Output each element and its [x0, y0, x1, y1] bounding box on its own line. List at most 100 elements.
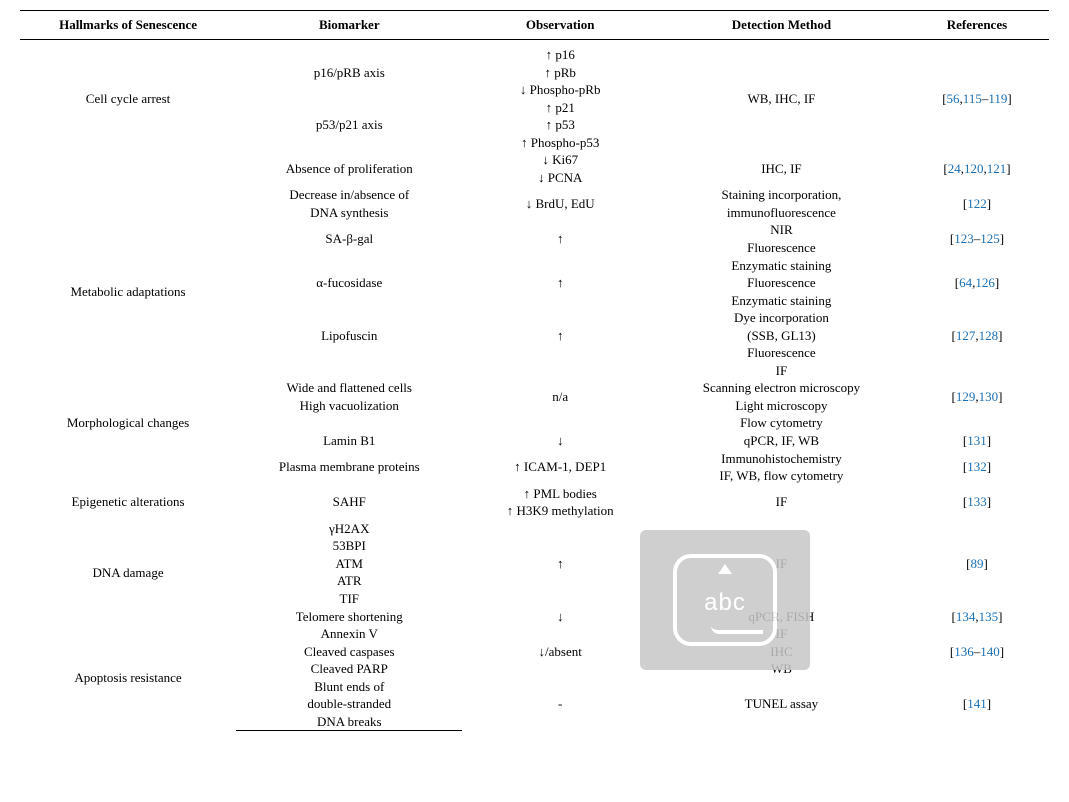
hallmark-morph: Morphological changes: [20, 362, 236, 485]
hallmark-apoptosis: Apoptosis resistance: [20, 625, 236, 731]
table-row: Morphological changes Wide and flattened…: [20, 362, 1049, 397]
biomarker: α-fucosidase: [236, 257, 462, 310]
ref-link[interactable]: 126: [975, 275, 995, 290]
ref-link[interactable]: 133: [967, 494, 987, 509]
ref-link[interactable]: 121: [987, 161, 1007, 176]
observation: ↓ BrdU, EdU: [462, 186, 658, 221]
biomarker: Plasma membrane proteins: [236, 450, 462, 485]
observation: ↓ Phospho-pRb: [462, 81, 658, 99]
observation: ↑ pRb: [462, 64, 658, 82]
observation: ↑ p16: [462, 46, 658, 64]
biomarker: ATM: [236, 555, 462, 573]
references: [141]: [905, 678, 1049, 731]
observation: n/a: [462, 362, 658, 432]
ref-link[interactable]: 128: [979, 328, 999, 343]
detection: Enzymatic staining: [658, 257, 905, 275]
references: [122]: [905, 186, 1049, 221]
ref-link[interactable]: 140: [980, 644, 1000, 659]
references: [136–140]: [905, 625, 1049, 678]
detection: Fluorescence: [658, 344, 905, 362]
observation: ↑ ICAM-1, DEP1: [462, 450, 658, 485]
biomarker: Telomere shortening: [236, 608, 462, 626]
detection: qPCR, FISH: [658, 608, 905, 626]
biomarker: DNA synthesis: [236, 204, 462, 222]
biomarker: Absence of proliferation: [236, 151, 462, 186]
biomarker: γH2AX: [236, 520, 462, 538]
detection: (SSB, GL13): [658, 327, 905, 345]
references: [133]: [905, 485, 1049, 520]
detection: WB: [658, 660, 905, 678]
ref-link[interactable]: 131: [967, 433, 987, 448]
detection: immunofluorescence: [658, 204, 905, 222]
ref-link[interactable]: 134: [956, 609, 976, 624]
biomarker: Lipofuscin: [236, 309, 462, 362]
references: [131]: [905, 432, 1049, 450]
ref-link[interactable]: 119: [988, 91, 1007, 106]
observation: ↓ PCNA: [462, 169, 658, 187]
biomarker: DNA breaks: [236, 713, 462, 731]
observation: -: [462, 678, 658, 731]
ref-link[interactable]: 122: [967, 196, 987, 211]
biomarker: p53/p21 axis: [236, 99, 462, 152]
col-detection: Detection Method: [658, 11, 905, 40]
biomarker: Wide and flattened cellsHigh vacuolizati…: [236, 362, 462, 432]
ref-link[interactable]: 135: [979, 609, 999, 624]
hallmark-epigen: Epigenetic alterations: [20, 485, 236, 520]
references: [134,135]: [905, 608, 1049, 626]
observation: ↓: [462, 432, 658, 450]
hallmark-cell-cycle: Cell cycle arrest: [20, 46, 236, 151]
ref-link[interactable]: 56: [947, 91, 960, 106]
detection: NIR: [658, 221, 905, 239]
observation: ↑ Phospho-p53: [462, 134, 658, 152]
references: [56,115–119]: [905, 46, 1049, 151]
biomarker: Decrease in/absence of: [236, 186, 462, 204]
detection: FluorescenceEnzymatic staining: [658, 274, 905, 309]
observation: ↑ p21: [462, 99, 658, 117]
references: [127,128]: [905, 309, 1049, 362]
detection: qPCR, IF, WB: [658, 432, 905, 450]
biomarker: double-stranded: [236, 695, 462, 713]
observation: ↑ H3K9 methylation: [462, 502, 658, 520]
col-hallmarks: Hallmarks of Senescence: [20, 11, 236, 40]
ref-link[interactable]: 141: [967, 696, 987, 711]
biomarker: p16/pRB axis: [236, 46, 462, 99]
detection: Staining incorporation,: [658, 186, 905, 204]
biomarker: Annexin V: [236, 625, 462, 643]
biomarker: 53BPI: [236, 537, 462, 555]
observation: ↑: [462, 257, 658, 310]
biomarker: Blunt ends of: [236, 678, 462, 696]
table-row: Epigenetic alterations SAHF ↑ PML bodies…: [20, 485, 1049, 503]
ref-link[interactable]: 120: [964, 161, 984, 176]
ref-link[interactable]: 115: [963, 91, 982, 106]
ref-link[interactable]: 64: [959, 275, 972, 290]
ref-link[interactable]: 132: [967, 459, 987, 474]
detection: IHC, IF: [658, 151, 905, 186]
hallmark-metabolic: Metabolic adaptations: [20, 221, 236, 361]
ref-link[interactable]: 136: [954, 644, 974, 659]
references: [132]: [905, 450, 1049, 485]
references: [24,120,121]: [905, 151, 1049, 186]
ref-link[interactable]: 127: [956, 328, 976, 343]
senescence-table: Hallmarks of Senescence Biomarker Observ…: [20, 10, 1049, 731]
observation: ↓: [462, 608, 658, 626]
table-row: Absence of proliferation ↓ Ki67 IHC, IF …: [20, 151, 1049, 169]
biomarker: Lamin B1: [236, 432, 462, 450]
ref-link[interactable]: 89: [970, 556, 983, 571]
detection: IHC: [658, 643, 905, 661]
observation: ↑: [462, 309, 658, 362]
ref-link[interactable]: 130: [979, 389, 999, 404]
observation: ↑ PML bodies: [462, 485, 658, 503]
detection: IF: [658, 625, 905, 643]
ref-link[interactable]: 125: [980, 231, 1000, 246]
biomarker: Cleaved PARP: [236, 660, 462, 678]
ref-link[interactable]: 129: [956, 389, 976, 404]
biomarker: ATR: [236, 572, 462, 590]
table-row: Cell cycle arrest p16/pRB axis ↑ p16 WB,…: [20, 46, 1049, 64]
ref-link[interactable]: 24: [948, 161, 961, 176]
detection: IF: [658, 485, 905, 520]
detection: Fluorescence: [658, 239, 905, 257]
ref-link[interactable]: 123: [954, 231, 974, 246]
references: [129,130]: [905, 362, 1049, 432]
detection: IF: [658, 520, 905, 608]
observation: ↑ p53: [462, 116, 658, 134]
